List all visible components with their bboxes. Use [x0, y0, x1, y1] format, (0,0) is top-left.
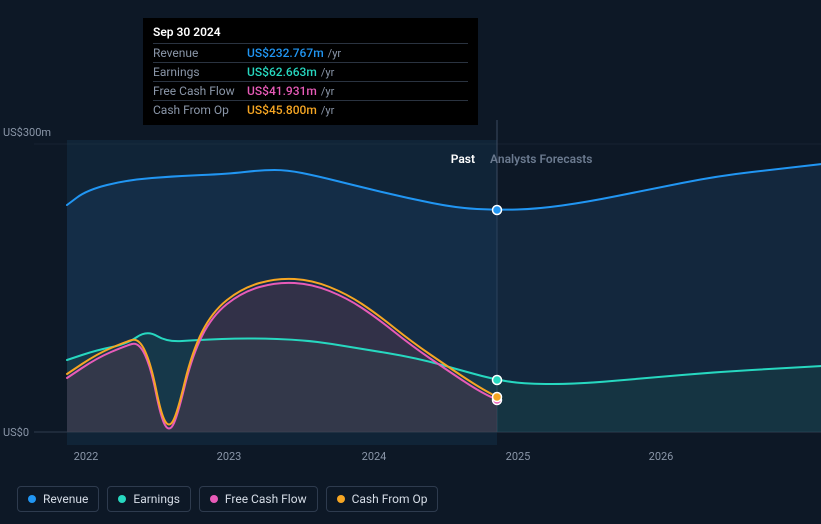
tooltip-row: RevenueUS$232.767m/yr [153, 43, 468, 62]
legend-dot [210, 495, 218, 503]
x-axis-label: 2022 [74, 450, 99, 463]
y-axis-label: US$300m [3, 126, 51, 139]
x-axis-label: 2023 [217, 450, 242, 463]
tooltip-row: EarningsUS$62.663m/yr [153, 62, 468, 81]
legend-item-revenue[interactable]: Revenue [17, 486, 99, 512]
tooltip-row-label: Cash From Op [153, 103, 247, 117]
legend-label: Revenue [43, 492, 88, 506]
y-axis-label: US$0 [3, 426, 29, 439]
region-label-forecast: Analysts Forecasts [490, 152, 592, 166]
tooltip-row-label: Free Cash Flow [153, 84, 247, 98]
tooltip-row-value: US$62.663m [247, 65, 317, 79]
legend-dot [337, 495, 345, 503]
legend-dot [118, 495, 126, 503]
x-axis-label: 2024 [362, 450, 387, 463]
x-axis-label: 2026 [649, 450, 674, 463]
region-label-past: Past [451, 152, 475, 166]
tooltip-row: Free Cash FlowUS$41.931m/yr [153, 81, 468, 100]
tooltip-row-unit: /yr [328, 47, 341, 60]
legend-item-free-cash-flow[interactable]: Free Cash Flow [199, 486, 318, 512]
legend-label: Cash From Op [352, 492, 428, 506]
tooltip-row-unit: /yr [321, 66, 334, 79]
tooltip-row-label: Revenue [153, 46, 247, 60]
x-axis-label: 2025 [506, 450, 531, 463]
legend-dot [28, 495, 36, 503]
legend-label: Earnings [133, 492, 180, 506]
tooltip-row-value: US$45.800m [247, 103, 317, 117]
tooltip-title: Sep 30 2024 [153, 25, 468, 39]
legend-item-earnings[interactable]: Earnings [107, 486, 191, 512]
tooltip-row-label: Earnings [153, 65, 247, 79]
tooltip-row-unit: /yr [321, 104, 334, 117]
tooltip-row-value: US$232.767m [247, 46, 324, 60]
chart-tooltip: Sep 30 2024 RevenueUS$232.767m/yrEarning… [143, 18, 478, 125]
chart-legend: Revenue Earnings Free Cash Flow Cash From O… [17, 486, 438, 512]
legend-item-cash-from-op[interactable]: Cash From Op [326, 486, 439, 512]
tooltip-row-value: US$41.931m [247, 84, 317, 98]
tooltip-row: Cash From OpUS$45.800m/yr [153, 100, 468, 119]
legend-label: Free Cash Flow [225, 492, 307, 506]
tooltip-row-unit: /yr [321, 85, 334, 98]
